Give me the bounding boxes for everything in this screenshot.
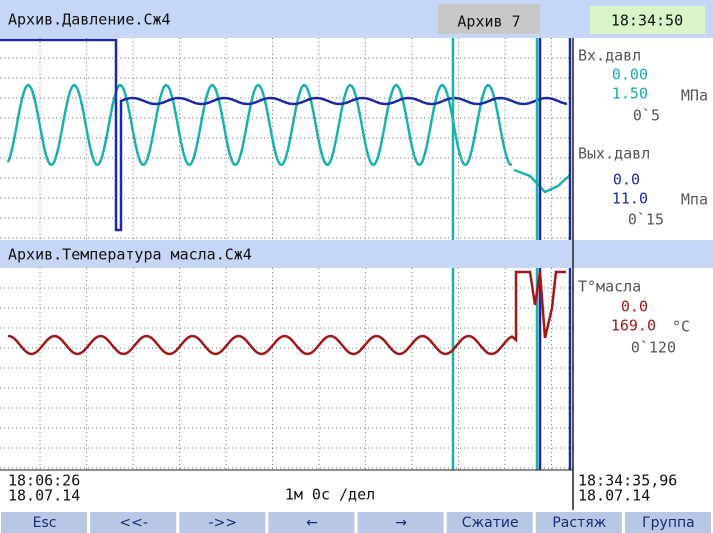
button[interactable]	[357, 512, 444, 533]
panel2-bar	[0, 240, 713, 268]
division: 1м 0с /дел	[285, 486, 375, 504]
button-row: Esc <<- ->> ← → Сжатие Растяж Группа	[1, 512, 711, 533]
button[interactable]	[624, 512, 711, 533]
trace	[7, 270, 566, 356]
button-label: Esc	[33, 515, 57, 531]
button-label: ->>	[209, 515, 238, 531]
start-date: 18.07.14	[8, 487, 80, 505]
button[interactable]	[90, 512, 177, 533]
ch-unit: Мпа	[681, 191, 708, 209]
button[interactable]	[179, 512, 266, 533]
ch-unit: °C	[672, 318, 690, 336]
chart2	[0, 268, 573, 470]
button-label: Группа	[642, 515, 695, 531]
button-label: Растяж	[552, 515, 606, 531]
trace	[0, 38, 568, 232]
header-title: Архив.Давление.Сж4	[8, 11, 171, 29]
ch-name: Вых.давл	[578, 145, 650, 163]
ch-max: 11.0	[612, 190, 648, 208]
end-date: 18.07.14	[578, 487, 650, 505]
ch-scale: 0`5	[633, 107, 660, 125]
panel2-title: Архив.Температура масла.Сж4	[8, 246, 252, 264]
ch-min: 0.0	[613, 171, 640, 189]
button-label: Сжатие	[462, 515, 519, 531]
ch-unit: МПа	[681, 87, 708, 105]
time-box	[590, 6, 705, 34]
ch-min: 0.00	[612, 66, 648, 84]
ch-max: 1.50	[612, 85, 648, 103]
trace	[513, 168, 571, 194]
button[interactable]	[268, 512, 355, 533]
ch-name: Вх.давл	[578, 47, 641, 65]
button[interactable]	[535, 512, 622, 533]
button[interactable]	[446, 512, 533, 533]
button-label: ←	[306, 515, 318, 531]
archive-label: Архив 7	[457, 13, 520, 31]
start-time: 18:06:26	[8, 472, 80, 490]
ch-scale: 0`120	[631, 339, 676, 357]
chart1	[0, 38, 573, 240]
ch-name: Т°масла	[578, 278, 641, 296]
ch-scale: 0`15	[628, 211, 664, 229]
archive-box	[438, 4, 540, 34]
button[interactable]	[1, 512, 88, 533]
button-label: <<-	[119, 515, 148, 531]
ch-min: 0.0	[621, 298, 648, 316]
button-label: →	[395, 515, 407, 531]
trace	[6, 83, 513, 167]
end-time: 18:34:35,96	[578, 472, 677, 490]
ch-max: 169.0	[611, 317, 656, 335]
clock: 18:34:50	[611, 12, 683, 30]
